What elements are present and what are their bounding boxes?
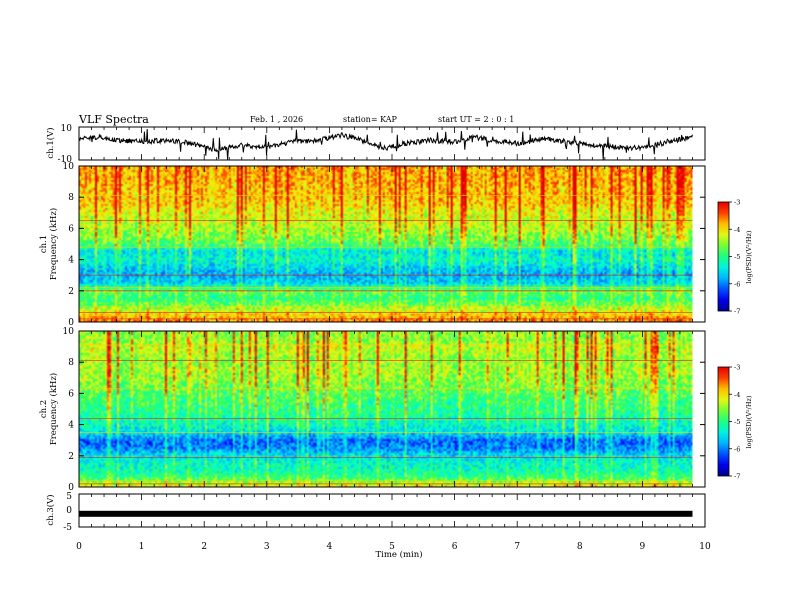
time-axis-ticks xyxy=(78,127,706,527)
colorbar-tick-label: -4 xyxy=(734,391,740,399)
ch1-spectrogram-yticks: 0 2 4 6 8 10 xyxy=(63,162,705,328)
ch2-spectrogram-image xyxy=(79,331,693,487)
ch2-tone-lines xyxy=(79,344,693,485)
ch1-spectrogram-channel-label: ch.1 xyxy=(39,235,49,253)
time-tick-label: 2 xyxy=(201,542,207,552)
ch3-waveform-trace xyxy=(79,510,693,517)
spectrogram-ytick-label: 8 xyxy=(68,193,74,203)
colorbar-tick-label: -7 xyxy=(734,308,740,316)
spectrogram-ytick-label: 4 xyxy=(68,421,74,431)
ch2-colorbar-gradient xyxy=(718,367,729,476)
ch2-spectrogram-ylabel: Frequency (kHz) xyxy=(48,373,59,445)
ch2-colorbar: -3 -4 -5 -6 -7 log(PSD)(V²/Hz) xyxy=(717,364,753,481)
ch2-colorbar-ticks: -3 -4 -5 -6 -7 xyxy=(729,364,740,481)
ch3-ytick-middle: 0 xyxy=(66,506,72,516)
ch1-colorbar-label: log(PSD)(V²/Hz) xyxy=(745,230,753,283)
spectrogram-ytick-label: 6 xyxy=(68,224,74,234)
date-label: Feb. 1 , 2026 xyxy=(250,115,303,124)
ch1-spectrogram-panel: 0 2 4 6 8 10 ch.1 Frequency (kHz) xyxy=(39,162,706,328)
ch2-spectrogram-panel: 0 2 4 6 8 10 ch.2 Frequency (kHz) xyxy=(39,327,706,493)
colorbar-tick-label: -4 xyxy=(734,226,740,234)
ch3-ytick-top: 5 xyxy=(66,492,72,502)
colorbar-tick-label: -3 xyxy=(734,364,740,372)
colorbar-tick-label: -3 xyxy=(734,199,740,207)
ch1-ytick-bottom: -10 xyxy=(58,155,73,165)
time-tick-label: 6 xyxy=(452,542,458,552)
ch1-waveform-ylabel: ch.1(V) xyxy=(45,127,56,158)
ch3-waveform-ylabel: ch.3(V) xyxy=(45,494,56,525)
ch1-tone-lines xyxy=(79,195,693,320)
colorbar-tick-label: -5 xyxy=(734,253,740,261)
colorbar-tick-label: -6 xyxy=(734,445,740,453)
colorbar-tick-label: -5 xyxy=(734,418,740,426)
station-label: station= KAP xyxy=(343,115,398,124)
ch1-spectrogram-image xyxy=(79,166,693,322)
ch1-colorbar-ticks: -3 -4 -5 -6 -7 xyxy=(729,199,740,316)
time-axis-label: Time (min) xyxy=(375,549,422,560)
ch1-waveform-panel: 10 -10 ch.1(V) xyxy=(45,124,706,165)
spectrogram-ytick-label: 2 xyxy=(68,287,74,297)
time-tick-label: 7 xyxy=(514,542,520,552)
colorbar-tick-label: -7 xyxy=(734,473,740,481)
ch1-waveform-trace xyxy=(78,128,693,161)
spectrogram-ytick-label: 10 xyxy=(63,327,75,337)
spectrogram-ytick-label: 0 xyxy=(68,483,74,493)
ch1-colorbar: -3 -4 -5 -6 -7 log(PSD)(V²/Hz) xyxy=(717,199,753,316)
time-tick-label: 10 xyxy=(699,542,711,552)
ch2-spectrogram-yticks: 0 2 4 6 8 10 xyxy=(63,327,705,493)
spectrogram-ytick-label: 6 xyxy=(68,389,74,399)
spectrogram-ytick-label: 8 xyxy=(68,358,74,368)
ch2-spectrogram-channel-label: ch.2 xyxy=(39,400,49,418)
ch1-colorbar-gradient xyxy=(718,202,729,311)
start-ut-label: start UT = 2 : 0 : 1 xyxy=(438,115,514,124)
ch3-ytick-bottom: -5 xyxy=(63,523,72,533)
time-tick-label: 8 xyxy=(577,542,583,552)
ch3-waveform-panel: 5 0 -5 ch.3(V) xyxy=(45,492,706,533)
time-tick-label: 4 xyxy=(327,542,333,552)
time-tick-label: 1 xyxy=(139,542,145,552)
time-tick-label: 9 xyxy=(640,542,646,552)
time-tick-label: 3 xyxy=(264,542,270,552)
spectrogram-ytick-label: 2 xyxy=(68,452,74,462)
figure-title: VLF Spectra xyxy=(78,113,149,126)
colorbar-tick-label: -6 xyxy=(734,280,740,288)
time-tick-label: 5 xyxy=(389,542,395,552)
time-axis-tick-labels: 0 1 2 3 4 5 6 7 8 9 10 xyxy=(76,542,711,552)
ch2-colorbar-label: log(PSD)(V²/Hz) xyxy=(745,395,753,448)
time-tick-label: 0 xyxy=(76,542,82,552)
spectrogram-ytick-label: 0 xyxy=(68,318,74,328)
ch1-spectrogram-ylabel: Frequency (kHz) xyxy=(48,208,59,280)
spectrogram-ytick-label: 4 xyxy=(68,256,74,266)
ch1-ytick-top: 10 xyxy=(61,124,73,134)
spectrogram-ytick-label: 10 xyxy=(63,162,75,172)
